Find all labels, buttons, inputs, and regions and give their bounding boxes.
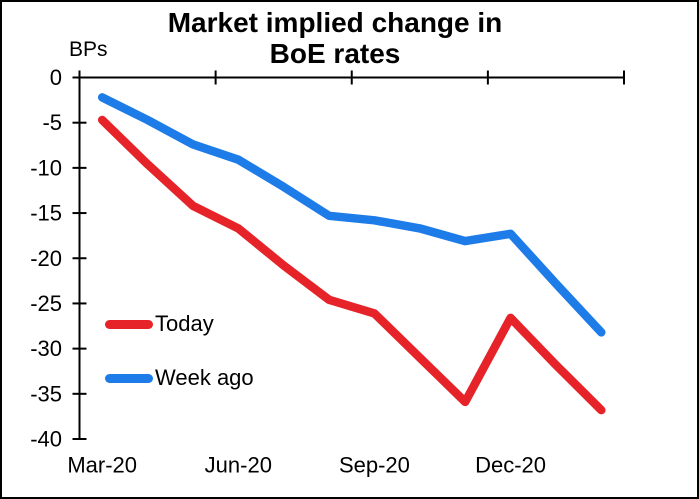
legend-item-week-ago: Week ago xyxy=(105,365,254,390)
x-tick-label: Sep-20 xyxy=(339,453,410,478)
legend-item-today: Today xyxy=(105,311,214,336)
legend-key-week-ago xyxy=(105,373,153,383)
x-tick-label: Mar-20 xyxy=(67,453,137,478)
y-tick-label: -10 xyxy=(30,155,62,180)
y-tick-label: -30 xyxy=(30,336,62,361)
y-axis-unit-label: BPs xyxy=(69,38,108,61)
chart-title: Market implied change in BoE rates xyxy=(135,7,535,69)
y-tick-label: -35 xyxy=(30,381,62,406)
y-tick-label: -5 xyxy=(42,110,62,135)
x-tick-label: Dec-20 xyxy=(475,453,546,478)
legend-key-today xyxy=(105,319,153,329)
chart-title-line1: Market implied change in xyxy=(167,7,503,38)
y-tick-label: -20 xyxy=(30,246,62,271)
legend-label-today: Today xyxy=(155,311,214,336)
series-line-today xyxy=(97,115,606,415)
x-tick-label: Jun-20 xyxy=(205,453,272,478)
y-tick-label: -40 xyxy=(30,427,62,452)
y-tick-label: 0 xyxy=(50,65,62,90)
legend-label-week-ago: Week ago xyxy=(155,365,254,390)
series-line-week-ago xyxy=(97,93,606,337)
chart-title-line2: BoE rates xyxy=(269,38,401,69)
y-tick-label: -15 xyxy=(30,201,62,226)
y-tick-label: -25 xyxy=(30,291,62,316)
